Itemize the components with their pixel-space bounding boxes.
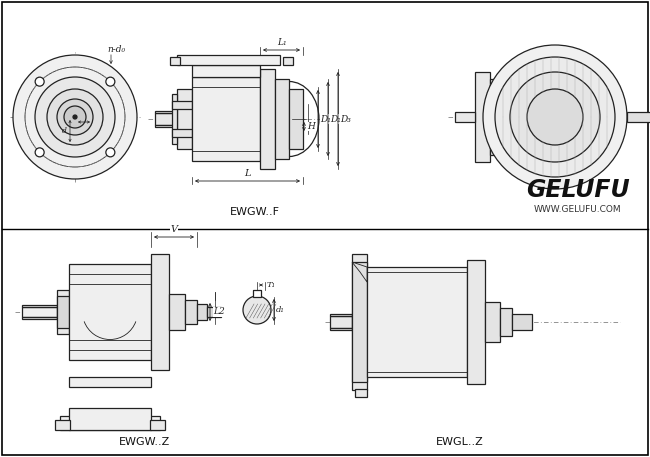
- Bar: [330, 314, 352, 316]
- Text: GELUFU: GELUFU: [526, 178, 630, 202]
- Bar: [260, 69, 275, 169]
- Text: D₂: D₂: [330, 115, 341, 123]
- Bar: [352, 254, 367, 390]
- Bar: [151, 254, 169, 370]
- Text: D₁: D₁: [320, 115, 331, 123]
- Bar: [170, 57, 180, 65]
- Circle shape: [35, 77, 44, 86]
- Bar: [155, 125, 177, 127]
- Circle shape: [527, 89, 583, 145]
- Bar: [22, 317, 57, 319]
- Bar: [69, 264, 151, 360]
- Bar: [330, 328, 352, 330]
- Circle shape: [495, 57, 615, 177]
- Bar: [352, 262, 367, 382]
- Bar: [150, 420, 165, 430]
- Text: EWGW..Z: EWGW..Z: [120, 437, 170, 447]
- Text: EWGL..Z: EWGL..Z: [436, 437, 484, 447]
- Bar: [172, 101, 192, 109]
- Bar: [69, 377, 151, 387]
- Bar: [627, 112, 650, 122]
- Text: EWGW..F: EWGW..F: [230, 207, 280, 217]
- Polygon shape: [352, 262, 367, 282]
- Text: L2: L2: [213, 308, 225, 317]
- Text: d: d: [62, 127, 67, 135]
- Bar: [330, 316, 352, 328]
- Bar: [185, 300, 197, 324]
- Bar: [367, 267, 467, 377]
- Bar: [22, 307, 57, 317]
- Bar: [512, 314, 532, 330]
- Bar: [57, 296, 69, 328]
- Text: L₁: L₁: [277, 38, 286, 47]
- Bar: [289, 89, 303, 149]
- Circle shape: [106, 148, 115, 157]
- Text: n-d₀: n-d₀: [107, 46, 125, 54]
- Bar: [500, 308, 512, 336]
- Text: WWW.GELUFU.COM: WWW.GELUFU.COM: [534, 205, 622, 214]
- Bar: [55, 420, 70, 430]
- Text: T₁: T₁: [267, 281, 276, 289]
- Circle shape: [35, 148, 44, 157]
- Bar: [69, 408, 151, 430]
- Text: D₃: D₃: [340, 115, 351, 123]
- Bar: [485, 302, 500, 342]
- Circle shape: [35, 77, 115, 157]
- Circle shape: [64, 106, 86, 128]
- Bar: [169, 294, 185, 330]
- Bar: [177, 55, 280, 65]
- Bar: [283, 57, 293, 65]
- Bar: [455, 112, 475, 122]
- Text: H: H: [307, 122, 315, 131]
- Circle shape: [483, 45, 627, 189]
- Bar: [275, 79, 289, 159]
- Bar: [207, 307, 221, 317]
- Text: L: L: [244, 169, 251, 178]
- Circle shape: [47, 89, 103, 145]
- Bar: [475, 72, 490, 162]
- Bar: [60, 416, 160, 430]
- Bar: [253, 290, 261, 297]
- Bar: [177, 89, 192, 149]
- Text: V: V: [170, 225, 177, 234]
- Bar: [504, 89, 518, 145]
- Circle shape: [57, 99, 93, 135]
- Circle shape: [13, 55, 137, 179]
- Bar: [155, 113, 177, 125]
- Circle shape: [73, 115, 77, 119]
- Circle shape: [243, 296, 271, 324]
- Bar: [197, 304, 207, 320]
- Bar: [192, 77, 260, 161]
- Bar: [22, 305, 57, 307]
- Bar: [172, 129, 192, 137]
- Text: d₁: d₁: [276, 306, 285, 314]
- Bar: [172, 94, 177, 144]
- Circle shape: [106, 77, 115, 86]
- Circle shape: [510, 72, 600, 162]
- Bar: [192, 65, 260, 77]
- Bar: [490, 79, 504, 155]
- Bar: [155, 111, 177, 113]
- Bar: [355, 389, 367, 397]
- Bar: [57, 290, 69, 334]
- Bar: [467, 260, 485, 384]
